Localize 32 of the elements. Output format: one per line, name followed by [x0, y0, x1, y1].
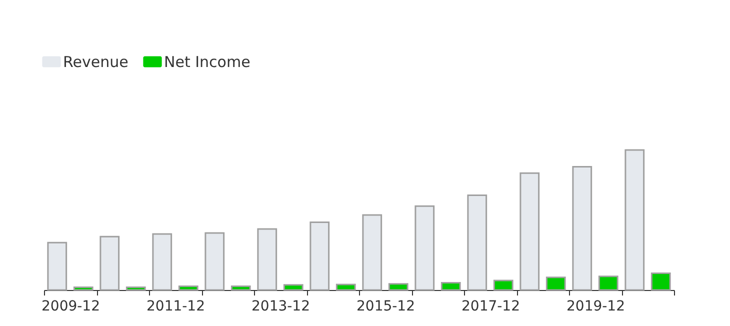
bar — [283, 284, 304, 291]
x-tick-label: 2019-12 — [566, 298, 625, 314]
x-tick-label: 2011-12 — [146, 298, 205, 314]
bar — [388, 283, 408, 291]
bar — [362, 214, 382, 291]
bar — [178, 285, 198, 291]
bar — [204, 232, 225, 291]
bar — [624, 149, 645, 291]
bar — [47, 242, 68, 291]
legend-label: Net Income — [164, 52, 250, 71]
bar — [336, 284, 356, 291]
bar — [126, 286, 146, 291]
bar — [598, 276, 618, 291]
bar — [152, 233, 172, 291]
bar — [572, 166, 592, 291]
bar — [493, 280, 514, 291]
x-tick-label: 2013-12 — [252, 298, 310, 314]
bar — [650, 272, 671, 291]
x-tick-label: 2017-12 — [462, 298, 520, 314]
bar — [440, 282, 461, 291]
bar — [467, 194, 488, 291]
bar — [230, 285, 251, 291]
bar — [520, 172, 540, 291]
bar — [73, 286, 94, 291]
bar — [310, 221, 330, 291]
bar — [257, 228, 278, 291]
bar — [414, 205, 435, 291]
x-tick-label: 2015-12 — [356, 298, 415, 314]
bar — [100, 236, 120, 291]
bar — [546, 276, 566, 291]
x-tick-label: 2009-12 — [42, 298, 100, 314]
legend-label: Revenue — [63, 52, 128, 71]
